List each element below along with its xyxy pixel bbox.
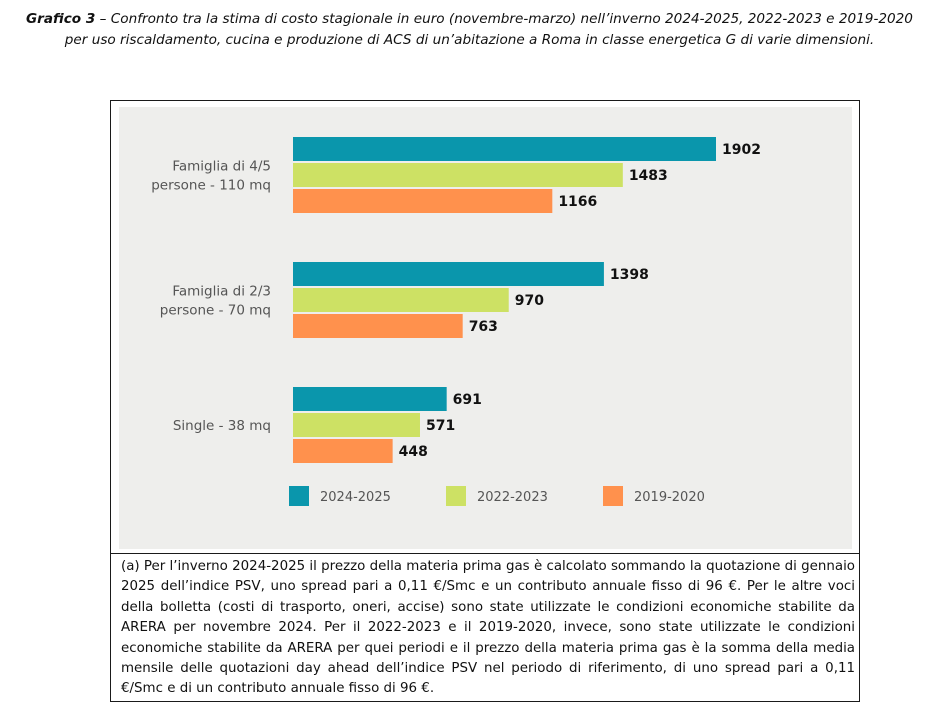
value-label-2024-2025-0: 1902 [722,142,761,158]
legend-label-2022-2023: 2022-2023 [477,490,548,505]
category-label-famiglia-di-2-3: Famiglia di 2/3 persone - 70 mq [160,284,271,319]
footnote: (a) Per l’inverno 2024-2025 il prezzo de… [111,553,859,701]
category-label-single-38-mq: Single - 38 mq [173,418,271,434]
legend-swatch-2022-2023 [446,486,466,506]
caption-text: – Confronto tra la stima di costo stagio… [64,11,913,48]
category-label-famiglia-di-4-5: Famiglia di 4/5 persone - 110 mq [151,159,271,194]
value-label-2022-2023-1: 970 [515,293,544,309]
value-label-2019-2020-2: 448 [399,444,428,460]
bar-2022-2023-0 [293,163,623,187]
bar-2019-2020-0 [293,189,553,213]
value-label-2022-2023-2: 571 [426,418,455,434]
bar-chart: Famiglia di 4/5 persone - 110 mq 1902 1483 1… [151,137,761,506]
bar-2024-2025-0 [293,137,716,161]
figure-caption: Grafico 3 – Confronto tra la stima di co… [20,9,919,51]
value-label-2024-2025-2: 691 [453,392,482,408]
bar-2019-2020-1 [293,314,463,338]
bar-2022-2023-2 [293,413,420,437]
legend-label-2019-2020: 2019-2020 [634,490,705,505]
caption-lead: Grafico 3 [26,11,96,27]
value-label-2024-2025-1: 1398 [610,267,649,283]
figure-frame: Famiglia di 4/5 persone - 110 mq 1902 1483 1… [110,100,860,702]
value-label-2019-2020-0: 1166 [558,194,597,210]
value-label-2022-2023-0: 1483 [629,168,668,184]
bar-2019-2020-2 [293,439,393,463]
bar-2022-2023-1 [293,288,509,312]
legend-swatch-2019-2020 [603,486,623,506]
bar-2024-2025-1 [293,262,604,286]
legend-label-2024-2025: 2024-2025 [320,490,391,505]
chart-area: Famiglia di 4/5 persone - 110 mq 1902 1483 1… [119,107,852,549]
value-label-2019-2020-1: 763 [469,319,498,335]
legend-swatch-2024-2025 [289,486,309,506]
bar-2024-2025-2 [293,387,447,411]
